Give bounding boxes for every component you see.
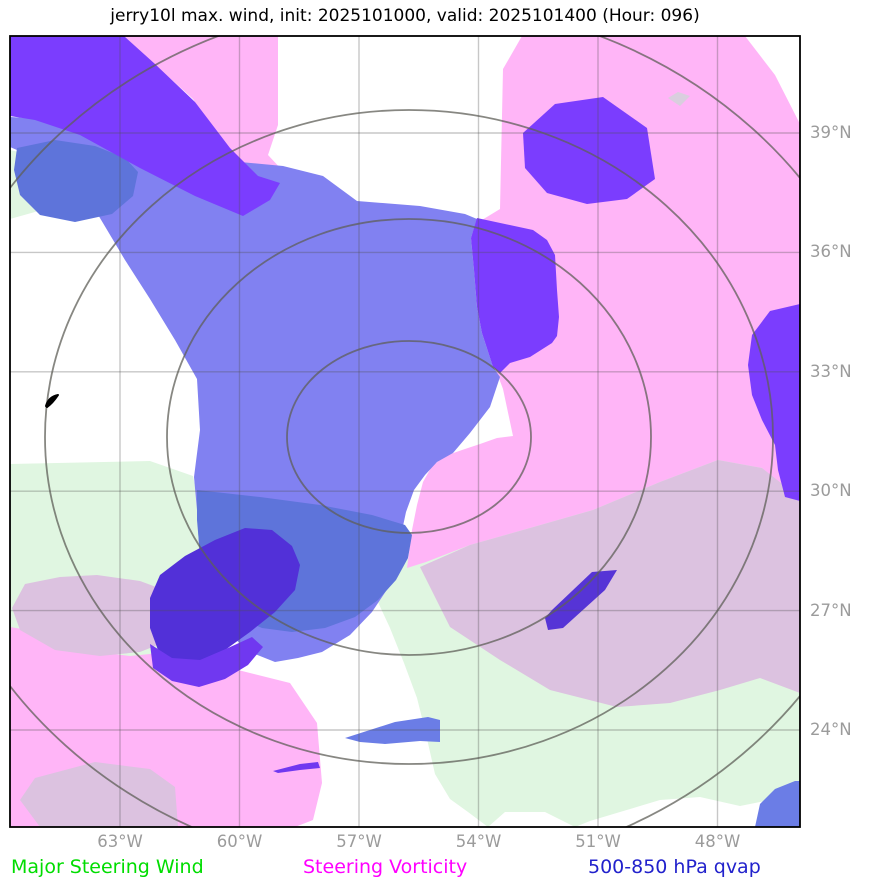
lon-label-57w: 57°W [336,832,382,851]
pink-region-northeast [407,36,800,568]
violet-heptagon [523,97,655,204]
lon-label-63w: 63°W [97,832,143,851]
lon-label-48w: 48°W [694,832,741,851]
lat-label-39n: 39°N [810,123,852,142]
mauve-region-southeast [420,460,800,707]
bermuda-island [45,394,59,408]
lon-label-60w: 60°W [216,832,263,851]
mauve-ellipse-west [12,575,190,656]
pink-wedge-northwest [124,36,283,185]
plot-border [9,35,801,828]
violet-streak-south [273,762,320,773]
lat-label-30n: 30°N [810,481,852,500]
indigo-patch-central [150,528,300,662]
legend-steering-vorticity: Steering Vorticity [303,856,468,878]
lat-label-24n: 24°N [810,720,852,739]
figure-title: jerry10l max. wind, init: 2025101000, va… [110,6,700,26]
legend-qvap: 500-850 hPa qvap [588,856,761,878]
overlap-regions [12,92,800,827]
blue-streak-south [345,717,440,744]
violet-quad-southeast [545,570,617,630]
gray-diamond-speck [668,92,690,106]
range-rings [10,36,800,827]
violet-central-wedge [471,218,559,373]
violet-fringe-patch [150,637,263,687]
legend-steering-wind: Major Steering Wind [11,856,204,878]
lon-label-51w: 51°W [575,832,621,851]
lat-label-36n: 36°N [810,242,852,261]
lon-label-54w: 54°W [455,832,502,851]
grid-lines [10,36,800,827]
steel-blue-left-patch [14,140,138,222]
mauve-corner-southwest [20,762,178,827]
lat-label-27n: 27°N [810,601,852,620]
blue-corner-blob [755,781,800,827]
lat-label-33n: 33°N [810,362,852,381]
violet-band-northwest [10,36,280,216]
